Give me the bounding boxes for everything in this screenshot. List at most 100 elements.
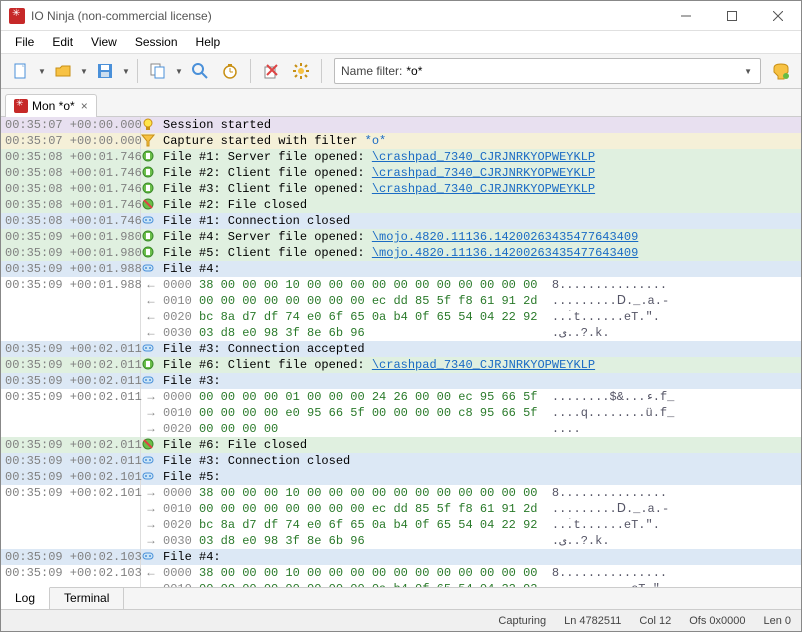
log-row[interactable]: 00:35:09 +00:01.988←0000 38 00 00 00 10 … [1, 277, 801, 293]
log-row-icon [141, 165, 161, 181]
window-title: IO Ninja (non-commercial license) [31, 9, 663, 23]
log-row-icon [141, 341, 161, 357]
name-filter-dropdown[interactable]: ▼ [742, 67, 754, 76]
log-row[interactable]: 00:35:08 +00:01.746 File #2: Client file … [1, 165, 801, 181]
apply-filter-button[interactable] [767, 57, 795, 85]
log-row[interactable]: →0030 03 d8 e0 98 3f 8e 6b 96 .ى..?.k. [1, 533, 801, 549]
log-row[interactable]: ←0010 00 00 00 00 00 00 00 00 0a b4 0f 6… [1, 581, 801, 587]
save-button[interactable] [91, 57, 119, 85]
log-row[interactable]: 00:35:09 +00:02.103File #4: [1, 549, 801, 565]
log-message: File #2: Client file opened: \crashpad_7… [161, 165, 801, 181]
log-row[interactable]: 00:35:08 +00:01.746File #2: File closed [1, 197, 801, 213]
log-row[interactable]: 00:35:09 +00:02.101File #5: [1, 469, 801, 485]
log-row[interactable]: →0020 bc 8a d7 df 74 e0 6f 65 0a b4 0f 6… [1, 517, 801, 533]
menu-view[interactable]: View [83, 33, 125, 51]
log-row[interactable]: →0020 00 00 00 00 .... [1, 421, 801, 437]
log-message: File #6: File closed [161, 437, 801, 453]
log-row-icon: ← [141, 293, 161, 309]
find-button[interactable] [186, 57, 214, 85]
log-row[interactable]: ←0010 00 00 00 00 00 00 00 00 ec dd 85 5… [1, 293, 801, 309]
log-timestamp [1, 421, 141, 437]
status-capturing: Capturing [496, 615, 548, 627]
log-timestamp: 00:35:09 +00:01.988 [1, 261, 141, 277]
clear-button[interactable] [257, 57, 285, 85]
timer-button[interactable] [216, 57, 244, 85]
log-timestamp: 00:35:09 +00:02.011 [1, 357, 141, 373]
log-row[interactable]: 00:35:09 +00:02.011→0000 00 00 00 00 01 … [1, 389, 801, 405]
log-row-icon [141, 453, 161, 469]
log-timestamp: 00:35:09 +00:01.988 [1, 277, 141, 293]
settings-button[interactable] [287, 57, 315, 85]
menu-edit[interactable]: Edit [44, 33, 81, 51]
log-timestamp: 00:35:09 +00:01.980 [1, 229, 141, 245]
toolbar: ▼ ▼ ▼ ▼ Name filter: ▼ [1, 53, 801, 89]
log-row[interactable]: 00:35:09 +00:02.011File #3: Connection c… [1, 453, 801, 469]
bottom-tab-log[interactable]: Log [1, 587, 50, 609]
open-dropdown[interactable]: ▼ [79, 67, 89, 76]
log-timestamp: 00:35:08 +00:01.746 [1, 197, 141, 213]
log-row[interactable]: 00:35:08 +00:01.746File #3: Client file … [1, 181, 801, 197]
log-timestamp [1, 293, 141, 309]
log-timestamp: 00:35:09 +00:02.103 [1, 565, 141, 581]
log-row-icon [141, 149, 161, 165]
log-message: 0010 00 00 00 00 00 00 00 00 ec dd 85 5f… [161, 293, 801, 309]
close-button[interactable] [755, 1, 801, 31]
log-timestamp: 00:35:09 +00:02.011 [1, 389, 141, 405]
new-button[interactable] [7, 57, 35, 85]
log-row-icon [141, 229, 161, 245]
maximize-button[interactable] [709, 1, 755, 31]
log-message: 0010 00 00 00 00 00 00 00 00 ec dd 85 5f… [161, 501, 801, 517]
copy-button[interactable] [144, 57, 172, 85]
title-bar: IO Ninja (non-commercial license) [1, 1, 801, 31]
log-row[interactable]: 00:35:07 +00:00.000Capture started with … [1, 133, 801, 149]
log-row-icon [141, 373, 161, 389]
menu-session[interactable]: Session [127, 33, 186, 51]
log-timestamp [1, 501, 141, 517]
log-row-icon: → [141, 485, 161, 501]
log-row[interactable]: →0010 00 00 00 00 e0 95 66 5f 00 00 00 0… [1, 405, 801, 421]
name-filter-input[interactable] [406, 64, 742, 78]
log-row-icon [141, 549, 161, 565]
log-row-icon [141, 117, 161, 133]
log-row-icon: → [141, 501, 161, 517]
log-message: File #4: Server file opened: \mojo.4820.… [161, 229, 801, 245]
log-area[interactable]: 00:35:07 +00:00.000Session started00:35:… [1, 117, 801, 587]
log-row[interactable]: 00:35:09 +00:02.103←0000 38 00 00 00 10 … [1, 565, 801, 581]
log-message: 0010 00 00 00 00 00 00 00 00 0a b4 0f 65… [161, 581, 801, 587]
new-dropdown[interactable]: ▼ [37, 67, 47, 76]
log-row[interactable]: 00:35:09 +00:01.988File #4: [1, 261, 801, 277]
log-row[interactable]: 00:35:07 +00:00.000Session started [1, 117, 801, 133]
log-message: File #1: Connection closed [161, 213, 801, 229]
session-tab[interactable]: Mon *o* × [5, 94, 97, 117]
log-row[interactable]: 00:35:09 +00:02.011File #3: Connection a… [1, 341, 801, 357]
log-row[interactable]: 00:35:09 +00:01.980 File #4: Server file … [1, 229, 801, 245]
log-row[interactable]: 00:35:09 +00:02.011File #6: Client file … [1, 357, 801, 373]
log-row[interactable]: →0010 00 00 00 00 00 00 00 00 ec dd 85 5… [1, 501, 801, 517]
save-dropdown[interactable]: ▼ [121, 67, 131, 76]
log-row[interactable]: ←0020 bc 8a d7 df 74 e0 6f 65 0a b4 0f 6… [1, 309, 801, 325]
menu-file[interactable]: File [7, 33, 42, 51]
name-filter-box: Name filter: ▼ [334, 58, 761, 84]
log-row[interactable]: ←0030 03 d8 e0 98 3f 8e 6b 96 .ى..?.k. [1, 325, 801, 341]
menu-bar: File Edit View Session Help [1, 31, 801, 53]
log-row[interactable]: 00:35:08 +00:01.746File #1: Connection c… [1, 213, 801, 229]
menu-help[interactable]: Help [188, 33, 229, 51]
log-message: File #3: Connection closed [161, 453, 801, 469]
log-message: File #5: Client file opened: \mojo.4820.… [161, 245, 801, 261]
minimize-button[interactable] [663, 1, 709, 31]
log-row-icon: ← [141, 309, 161, 325]
log-row-icon: ← [141, 565, 161, 581]
tab-close[interactable]: × [81, 99, 88, 113]
log-row[interactable]: 00:35:09 +00:02.011File #6: File closed [1, 437, 801, 453]
log-row[interactable]: 00:35:09 +00:02.011File #3: [1, 373, 801, 389]
bottom-tab-bar: Log Terminal [1, 587, 801, 609]
bottom-tab-terminal[interactable]: Terminal [50, 588, 124, 609]
log-row[interactable]: 00:35:09 +00:02.101→0000 38 00 00 00 10 … [1, 485, 801, 501]
log-row[interactable]: 00:35:08 +00:01.746File #1: Server file … [1, 149, 801, 165]
log-timestamp: 00:35:09 +00:02.011 [1, 373, 141, 389]
copy-dropdown[interactable]: ▼ [174, 67, 184, 76]
open-button[interactable] [49, 57, 77, 85]
log-timestamp: 00:35:08 +00:01.746 [1, 165, 141, 181]
tab-icon [14, 99, 28, 113]
log-row[interactable]: 00:35:09 +00:01.980File #5: Client file … [1, 245, 801, 261]
